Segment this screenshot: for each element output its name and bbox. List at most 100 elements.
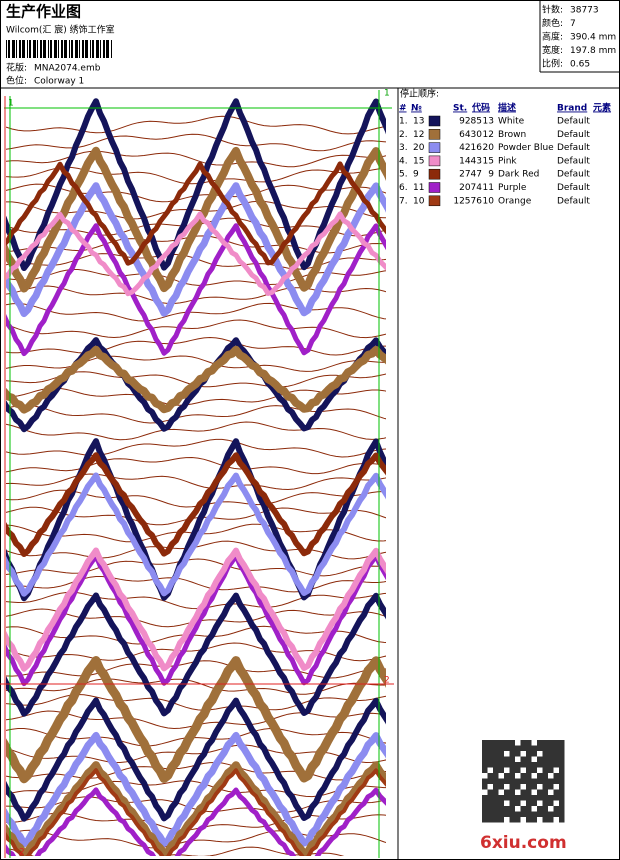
row-index: 5. [399,170,408,180]
qr-cell [498,806,504,812]
bar-line [100,40,101,58]
row-number: 11 [413,183,424,193]
qr-cell [493,806,499,812]
qr-cell [531,745,537,751]
stat-label: 比例: [542,58,563,70]
qr-cell [537,795,543,801]
bar-line [79,40,80,58]
stitch-wave [6,472,386,597]
qr-cell [509,789,515,795]
qr-cell [559,800,565,806]
row-index: 6. [399,183,408,193]
qr-cell [542,751,548,757]
qr-code [482,740,565,823]
bar-line [54,40,57,58]
qr-cell [548,817,554,823]
qr-cell [526,795,532,801]
qr-cell [493,795,499,801]
column-header: # [399,104,407,114]
stat-value: 7 [570,19,576,29]
qr-cell [520,778,526,784]
qr-cell [531,767,537,773]
row-code: 12 [483,130,494,140]
qr-cell [498,811,504,817]
stat-label: 颜色: [542,17,563,29]
qr-cell [487,745,493,751]
qr-cell [493,773,499,779]
qr-cell [559,740,565,746]
qr-cell [526,800,532,806]
qr-cell [559,795,565,801]
qr-cell [548,784,554,790]
qr-cell [509,762,515,768]
qr-cell [493,767,499,773]
qr-cell [537,806,543,812]
qr-cell [548,740,554,746]
qr-cell [553,773,559,779]
qr-cell [504,745,510,751]
qr-cell [504,789,510,795]
stitch-line [6,846,345,856]
row-number: 13 [413,117,424,127]
bar-line [37,40,38,58]
row-stitches: 9285 [459,117,482,127]
row-index: 2. [399,130,408,140]
qr-cell [509,784,515,790]
qr-cell [531,800,537,806]
stitch-line [6,727,386,747]
qr-cell [553,778,559,784]
qr-cell [509,756,515,762]
row-code: 10 [483,196,495,206]
qr-cell [482,756,488,762]
row-description: Pink [498,156,517,166]
bar-line [19,40,21,58]
row-description: White [498,117,525,127]
bar-line [29,40,31,58]
bar-line [16,40,17,58]
qr-cell [493,762,499,768]
company: Wilcom(汇 宸) 绣饰工作室 [6,24,115,36]
qr-cell [537,740,543,746]
qr-cell [537,789,543,795]
stitch-wave [6,547,386,672]
qr-cell [509,806,515,812]
row-code: 13 [483,117,494,127]
qr-cell [542,811,548,817]
bar-line [22,40,25,58]
qr-cell [520,806,526,812]
stitch-wave [6,161,386,266]
qr-cell [515,817,521,823]
qr-cell [548,762,554,768]
bar-line [12,40,15,58]
qr-cell [504,811,510,817]
qr-cell [509,817,515,823]
stitch-line [6,150,386,168]
qr-cell [548,756,554,762]
qr-cell [509,745,515,751]
qr-cell [509,800,515,806]
bar-line [96,40,99,58]
qr-cell [537,756,543,762]
qr-cell [482,762,488,768]
qr-cell [487,756,493,762]
qr-cell [487,806,493,812]
marker: 2 [384,676,390,686]
qr-cell [537,811,543,817]
qr-cell [559,811,565,817]
qr-cell [559,745,565,751]
row-brand: Default [557,156,590,166]
qr-cell [526,784,532,790]
qr-cell [526,767,532,773]
design: MNA2074.emb [34,64,101,74]
color-swatch [428,115,441,127]
qr-cell [504,762,510,768]
stitch-line [6,780,386,798]
qr-cell [493,756,499,762]
qr-cell [526,789,532,795]
stitch-wave [6,787,386,856]
qr-cell [487,778,493,784]
qr-cell [542,806,548,812]
qr-cell [493,784,499,790]
bar-line [71,40,73,58]
row-code: 20 [483,143,495,153]
